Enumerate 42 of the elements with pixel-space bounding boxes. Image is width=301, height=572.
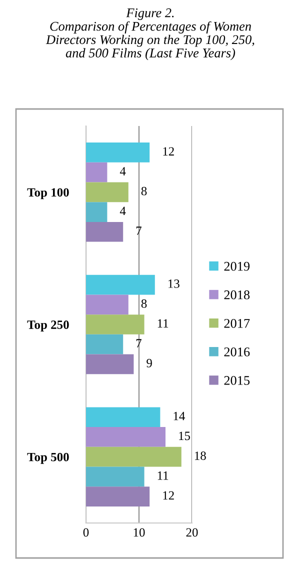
legend-label: 2017 <box>224 318 250 328</box>
y-tick-label: Top 100 <box>27 188 69 200</box>
data-label: 4 <box>120 206 126 216</box>
bar <box>86 162 108 182</box>
bar <box>86 486 150 506</box>
bar <box>86 294 128 315</box>
data-label: 12 <box>163 491 174 500</box>
data-label: 7 <box>136 226 142 235</box>
chart-title: Figure 2. Comparison of Percentages of Women Directors Working on the Top 100, 250, and 500 Films (Last Five Years) <box>46 8 254 60</box>
bar <box>86 446 182 467</box>
bar <box>86 182 128 202</box>
x-tick-label: 20 <box>186 528 198 537</box>
data-label: 13 <box>168 280 180 288</box>
bar <box>86 142 150 162</box>
x-tick-label: 10 <box>134 528 145 537</box>
data-label: 15 <box>179 432 190 440</box>
legend-label: 2019 <box>224 262 250 271</box>
bar <box>86 427 166 447</box>
bar <box>86 274 155 295</box>
data-label: 18 <box>195 452 206 460</box>
bar <box>86 314 144 334</box>
bar <box>86 466 144 487</box>
data-label: 11 <box>158 319 168 328</box>
data-label: 7 <box>136 339 142 348</box>
data-label: 11 <box>158 471 168 480</box>
legend-label: 2016 <box>224 347 250 356</box>
bar <box>86 202 108 222</box>
bar <box>86 334 124 354</box>
bar <box>86 407 160 428</box>
data-label: 12 <box>163 147 174 156</box>
y-tick-label: Top 250 <box>27 320 69 332</box>
x-tick-label: 0 <box>83 528 89 537</box>
data-label: 4 <box>120 167 126 176</box>
y-tick-label: Top 500 <box>27 452 69 464</box>
data-label: 9 <box>146 358 152 368</box>
data-label: 8 <box>141 299 147 308</box>
data-label: 14 <box>174 412 186 420</box>
data-label: 8 <box>141 186 147 196</box>
legend-label: 2015 <box>224 376 250 385</box>
bar <box>86 354 134 374</box>
bar <box>86 222 124 242</box>
legend-label: 2018 <box>224 290 250 300</box>
